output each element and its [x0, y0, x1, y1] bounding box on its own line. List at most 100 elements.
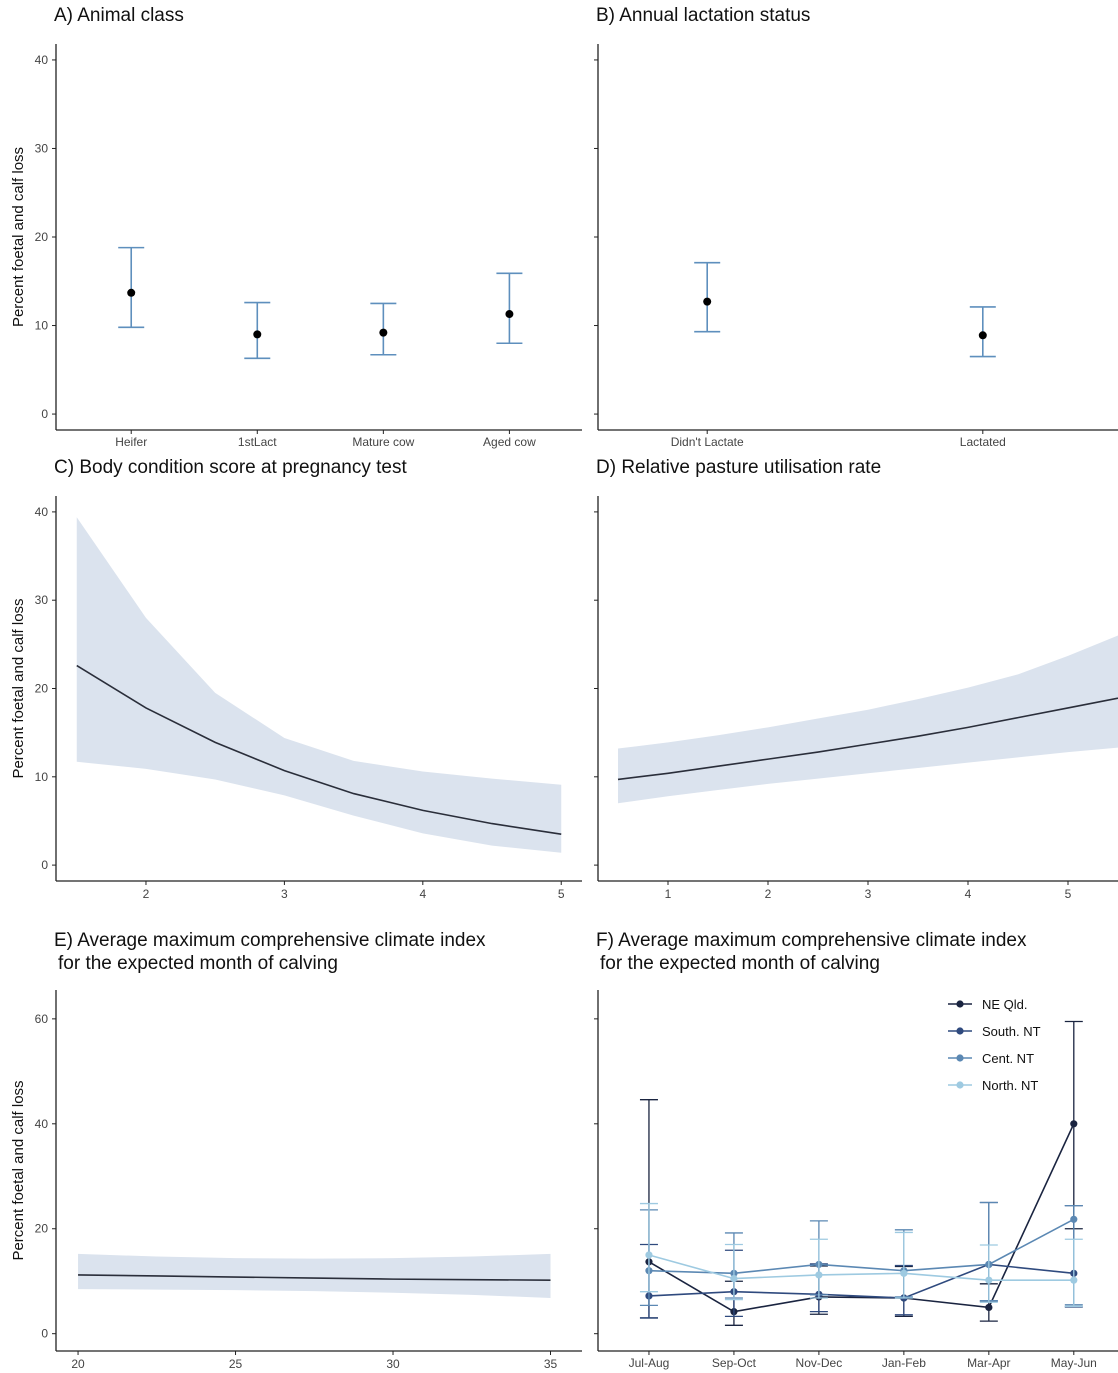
- fitted-line: [78, 1274, 551, 1281]
- errorbar-1: [244, 301, 271, 360]
- x-tick-label: 4: [965, 887, 972, 901]
- panel-subtitle: for the expected month of calving: [600, 953, 880, 974]
- confidence-ribbon: [78, 1253, 551, 1299]
- x-tick-label: Heifer: [115, 435, 147, 449]
- errorbar-0: [118, 246, 145, 329]
- estimate-point: [379, 328, 388, 337]
- fitted-line: [76, 664, 562, 835]
- legend-label: South. NT: [982, 1024, 1041, 1039]
- legend-key-point: [956, 1054, 964, 1062]
- panel-title: B) Annual lactation status: [596, 5, 810, 26]
- legend-label: Cent. NT: [982, 1051, 1034, 1066]
- estimate-point: [127, 288, 136, 297]
- x-tick-label: 1: [665, 887, 672, 901]
- series-point: [1070, 1215, 1078, 1223]
- x-tick-label: Sep-Oct: [712, 1356, 757, 1370]
- x-tick-label: 25: [229, 1357, 243, 1371]
- x-tick-label: 3: [281, 887, 288, 901]
- panel-a: A) Animal class 0 10 20 30 40 Heifer 1stLact Mat…: [10, 5, 582, 449]
- series-point: [900, 1269, 908, 1277]
- errorbar-2: [370, 302, 397, 356]
- y-tick-label: 10: [35, 319, 49, 333]
- errorbar-3: [496, 272, 523, 345]
- x-tick-label: Mature cow: [352, 435, 414, 449]
- y-tick-label: 0: [41, 407, 48, 421]
- series-point: [985, 1276, 993, 1284]
- series-point: [815, 1271, 823, 1279]
- panel-b: B) Annual lactation status Didn't Lactate…: [594, 5, 1118, 449]
- x-tick-label: 5: [1065, 887, 1072, 901]
- y-tick-label: 0: [41, 858, 48, 872]
- x-tick-label: 4: [419, 887, 426, 901]
- x-tick-label: 5: [558, 887, 565, 901]
- estimate-point: [978, 331, 987, 340]
- x-tick-label: Jan-Feb: [882, 1356, 926, 1370]
- x-tick-label: 1stLact: [238, 435, 277, 449]
- y-tick-label: 20: [35, 682, 49, 696]
- series-south-nt: [639, 1201, 1083, 1319]
- series-cent-nt: [639, 1201, 1083, 1307]
- x-tick-label: 2: [765, 887, 772, 901]
- x-tick-label: Nov-Dec: [796, 1356, 843, 1370]
- legend: NE Qld. South. NT Cent. NT North. NT: [948, 997, 1041, 1093]
- legend-key-point: [956, 1027, 964, 1035]
- series-line: [648, 1123, 1075, 1313]
- panel-f: F) Average maximum comprehensive climate…: [594, 930, 1118, 1370]
- y-axis-label: Percent foetal and calf loss: [10, 598, 27, 778]
- y-tick-label: 20: [35, 230, 49, 244]
- series-point: [1070, 1120, 1078, 1128]
- series-point: [645, 1251, 653, 1259]
- y-axis-label: Percent foetal and calf loss: [10, 147, 27, 327]
- panel-title: E) Average maximum comprehensive climate…: [54, 930, 486, 951]
- y-tick-label: 40: [35, 505, 49, 519]
- fitted-line: [617, 697, 1118, 781]
- y-tick-label: 40: [35, 53, 49, 67]
- series-line: [648, 1218, 1075, 1275]
- panel-c: C) Body condition score at pregnancy tes…: [10, 457, 582, 901]
- estimate-point: [505, 310, 514, 319]
- panel-title: D) Relative pasture utilisation rate: [596, 457, 881, 478]
- errorbar-0: [694, 261, 721, 333]
- panel-d: D) Relative pasture utilisation rate 1 2 3 4…: [594, 457, 1118, 901]
- confidence-ribbon: [76, 517, 562, 853]
- legend-label: NE Qld.: [982, 997, 1028, 1012]
- x-tick-label: Lactated: [960, 435, 1006, 449]
- x-tick-label: 30: [386, 1357, 400, 1371]
- errorbar-1: [969, 306, 996, 358]
- panel-subtitle: for the expected month of calving: [58, 953, 338, 974]
- panel-title: A) Animal class: [54, 5, 184, 26]
- panel-title: F) Average maximum comprehensive climate…: [596, 930, 1027, 951]
- series-point: [730, 1274, 738, 1283]
- confidence-ribbon: [618, 635, 1118, 804]
- series-point: [1070, 1276, 1078, 1284]
- estimate-point: [253, 330, 262, 339]
- estimate-point: [703, 297, 712, 306]
- x-tick-label: Mar-Apr: [967, 1356, 1010, 1370]
- y-tick-label: 60: [35, 1012, 49, 1026]
- x-tick-label: 2: [143, 887, 150, 901]
- series-line: [648, 1254, 1074, 1281]
- x-tick-label: Didn't Lactate: [671, 435, 744, 449]
- panel-e: E) Average maximum comprehensive climate…: [10, 930, 582, 1371]
- x-tick-label: 3: [865, 887, 872, 901]
- y-tick-label: 40: [35, 1117, 49, 1131]
- legend-label: North. NT: [982, 1078, 1038, 1093]
- y-tick-label: 30: [35, 141, 49, 155]
- panel-title: C) Body condition score at pregnancy tes…: [54, 457, 407, 478]
- series-line: [648, 1263, 1074, 1299]
- x-tick-label: Jul-Aug: [629, 1356, 670, 1370]
- x-tick-label: 20: [71, 1357, 85, 1371]
- y-tick-label: 20: [35, 1222, 49, 1236]
- y-axis-label: Percent foetal and calf loss: [10, 1080, 27, 1260]
- x-tick-label: May-Jun: [1051, 1356, 1097, 1370]
- series-north-nt: [639, 1202, 1083, 1308]
- y-tick-label: 30: [35, 593, 49, 607]
- y-tick-label: 10: [35, 770, 49, 784]
- x-tick-label: 35: [544, 1357, 558, 1371]
- legend-key-point: [956, 1000, 964, 1008]
- series-point: [985, 1303, 993, 1312]
- legend-key-point: [956, 1081, 964, 1089]
- y-tick-label: 0: [41, 1327, 48, 1341]
- x-tick-label: Aged cow: [483, 435, 536, 449]
